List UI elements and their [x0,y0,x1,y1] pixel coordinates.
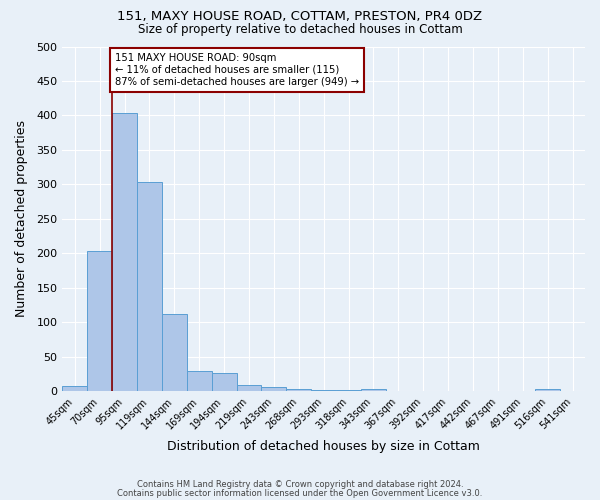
Bar [311,390,336,392]
Bar [361,390,386,392]
Bar [535,388,560,392]
Bar [112,114,137,392]
Bar [87,252,112,392]
Bar [236,386,262,392]
Text: Contains public sector information licensed under the Open Government Licence v3: Contains public sector information licen… [118,488,482,498]
Bar [162,314,187,392]
Bar [262,386,286,392]
Bar [212,373,236,392]
Bar [286,388,311,392]
Bar [336,390,361,392]
X-axis label: Distribution of detached houses by size in Cottam: Distribution of detached houses by size … [167,440,480,452]
Text: Size of property relative to detached houses in Cottam: Size of property relative to detached ho… [137,22,463,36]
Text: 151, MAXY HOUSE ROAD, COTTAM, PRESTON, PR4 0DZ: 151, MAXY HOUSE ROAD, COTTAM, PRESTON, P… [118,10,482,23]
Bar [137,182,162,392]
Bar [62,386,87,392]
Text: Contains HM Land Registry data © Crown copyright and database right 2024.: Contains HM Land Registry data © Crown c… [137,480,463,489]
Bar [187,371,212,392]
Text: 151 MAXY HOUSE ROAD: 90sqm
← 11% of detached houses are smaller (115)
87% of sem: 151 MAXY HOUSE ROAD: 90sqm ← 11% of deta… [115,54,359,86]
Y-axis label: Number of detached properties: Number of detached properties [15,120,28,318]
